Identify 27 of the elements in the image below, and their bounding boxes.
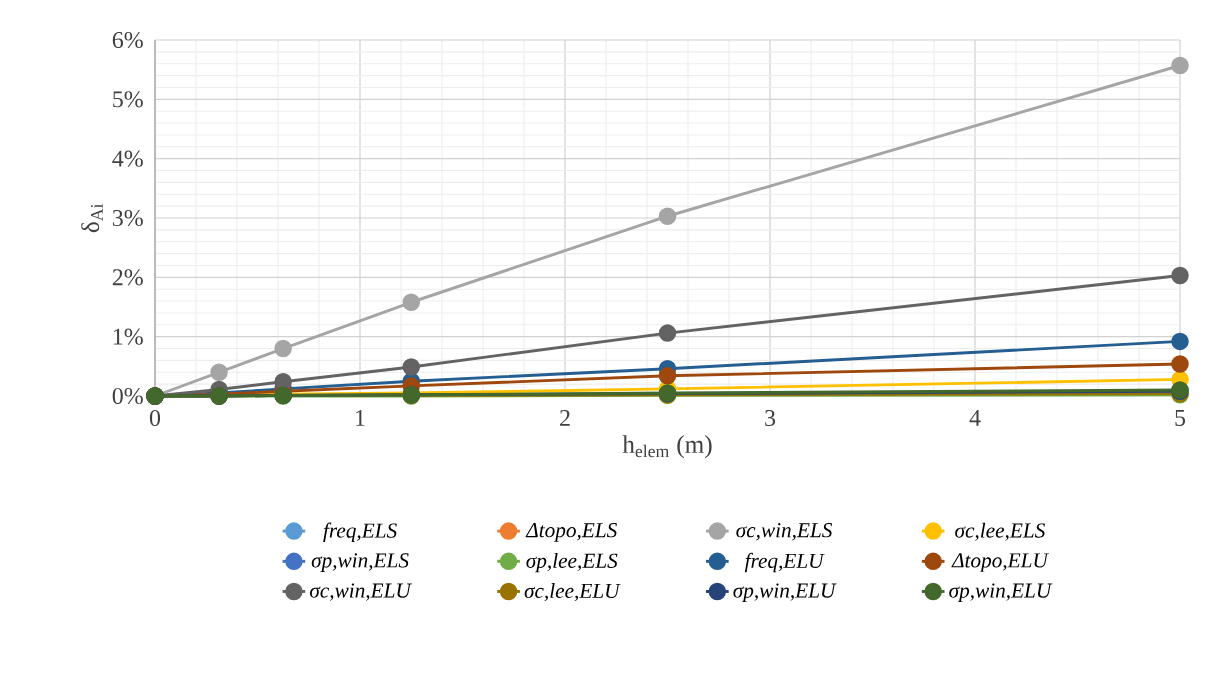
x-tick-label: 2 [560,409,570,426]
legend-label: σc,win,ELU [309,583,412,601]
y-tick-label: 0% [112,387,143,405]
legend-label: σc,lee,ELU [524,583,621,602]
x-tick-label: 0 [149,410,161,427]
legend-label: σp,win,ELS [311,553,409,572]
legend-label: σc,lee,ELS [955,522,1045,541]
legend-label: σp,win,ELU [733,583,837,603]
y-tick-label: 4% [112,150,143,167]
y-tick-label: 5% [113,91,143,108]
legend-label: Δtopo,ELS [525,523,617,542]
legend-label: freq,ELS [323,522,397,543]
x-axis-title: h$_{elem}$ (m) [622,435,712,459]
legend-label: Δtopo,ELU [951,553,1049,572]
legend-label: σp,lee,ELS [526,552,618,573]
x-tick-label: 3 [765,409,776,427]
y-tick-label: 3% [112,209,143,227]
x-tick-label: 4 [969,409,981,426]
x-tick-label: 1 [356,409,365,426]
legend-label: freq,ELU [744,552,825,573]
legend-label: σp,win,ELU [949,583,1053,603]
x-tick-label: 5 [1175,409,1186,426]
y-tick-label: 1% [113,328,143,345]
y-axis-title: δ$_{Ai}$ [81,203,103,233]
legend-label: σc,win,ELS [736,523,833,541]
y-tick-label: 2% [112,269,143,286]
y-tick-label: 6% [112,31,143,49]
